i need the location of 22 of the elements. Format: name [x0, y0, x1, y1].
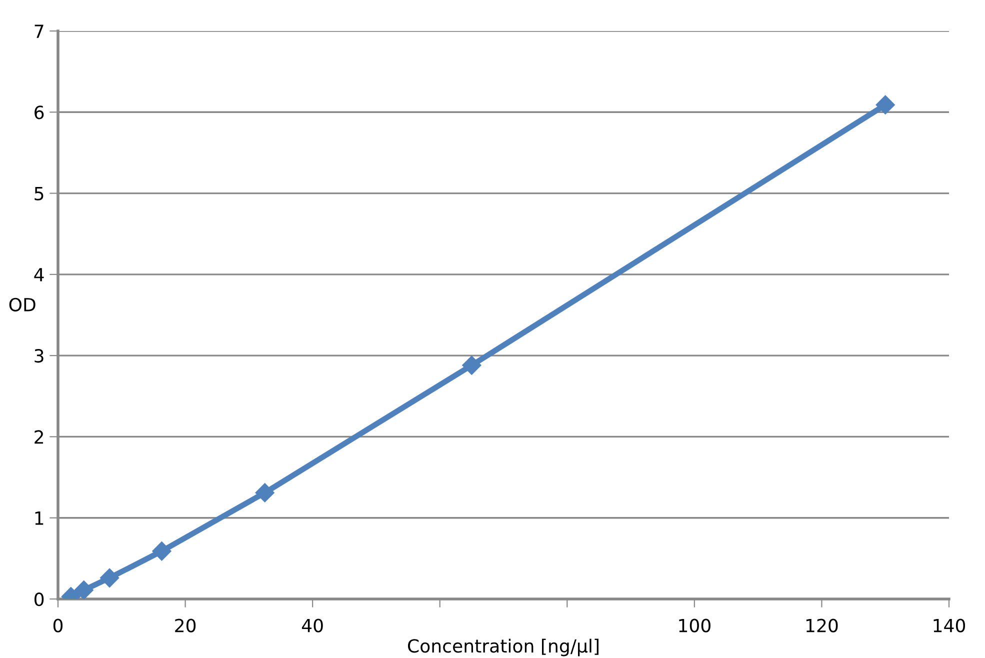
point: [152, 542, 172, 561]
y-tick-label: 5: [34, 186, 44, 200]
point: [876, 95, 895, 114]
point: [462, 356, 482, 375]
x-axis-title: Concentration [ng/µl]: [408, 638, 598, 656]
point: [74, 580, 94, 599]
x-tick-label: 100: [679, 618, 710, 632]
point: [255, 483, 274, 502]
y-axis-title: OD: [9, 298, 36, 312]
y-tick-label: 7: [34, 24, 44, 38]
x-tick-label: 0: [53, 618, 63, 632]
x-tick-label: 120: [806, 618, 838, 632]
y-tick-label: 1: [35, 512, 44, 525]
point: [100, 568, 120, 588]
y-tick-label: 6: [34, 106, 44, 120]
y-tick-label: 2: [34, 430, 43, 444]
y-tick-label: 4: [34, 268, 44, 282]
y-tick-label: 0: [34, 592, 44, 606]
x-tick-label: 140: [934, 618, 966, 632]
y-tick-label: 3: [34, 349, 44, 363]
x-tick-label: 20: [175, 618, 196, 632]
x-tick-label: 40: [302, 618, 323, 632]
